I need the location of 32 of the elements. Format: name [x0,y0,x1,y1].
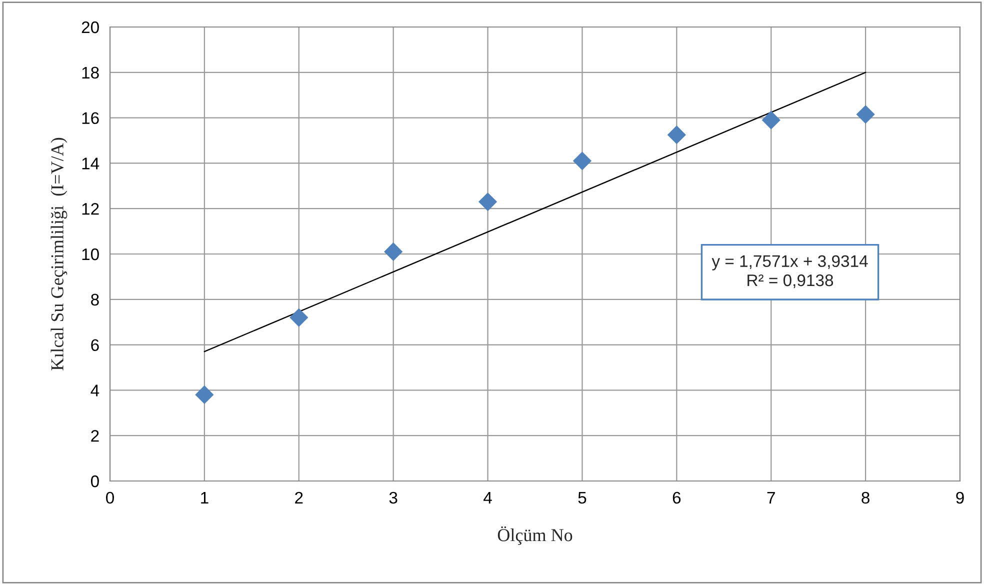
y-tick-label: 8 [91,294,99,306]
y-tick-label: 2 [91,430,99,442]
point [667,126,686,144]
x-tick-label: 7 [767,492,775,504]
y-tick-label: 18 [82,66,99,79]
y-tick-label: 20 [82,21,99,34]
x-tick-label: 6 [672,492,681,504]
y-tick-label: 4 [90,384,100,396]
y-tick-label: 0 [90,475,99,488]
y-tick-label: 6 [91,339,99,352]
y-tick-label: 16 [82,112,99,124]
x-tick-label: 3 [389,492,398,504]
point [856,105,875,124]
y-tick-label: 12 [82,203,99,215]
point [572,152,592,170]
point [478,192,498,212]
y-axis-title: Kılcal Su Geçirimliliği (I=V/A) [50,138,68,370]
x-tick-label: 8 [862,492,870,504]
point [290,308,308,327]
y-tick-label: 10 [82,248,99,260]
point [195,385,214,404]
x-tick-label: 0 [106,492,114,504]
x-tick-label: 9 [956,492,964,504]
x-tick-label: 1 [201,492,208,504]
annotation: y = 1,7571x + 3,9314 R² = 0,9138 [712,255,868,288]
point [762,110,780,130]
point [384,242,403,262]
y-tick-label: 14 [82,158,100,170]
x-axis-title: Ölçüm No [498,526,572,545]
x-tick-label: 2 [295,492,303,504]
x-tick-label: 5 [578,492,586,504]
x-tick-label: 4 [484,492,492,504]
